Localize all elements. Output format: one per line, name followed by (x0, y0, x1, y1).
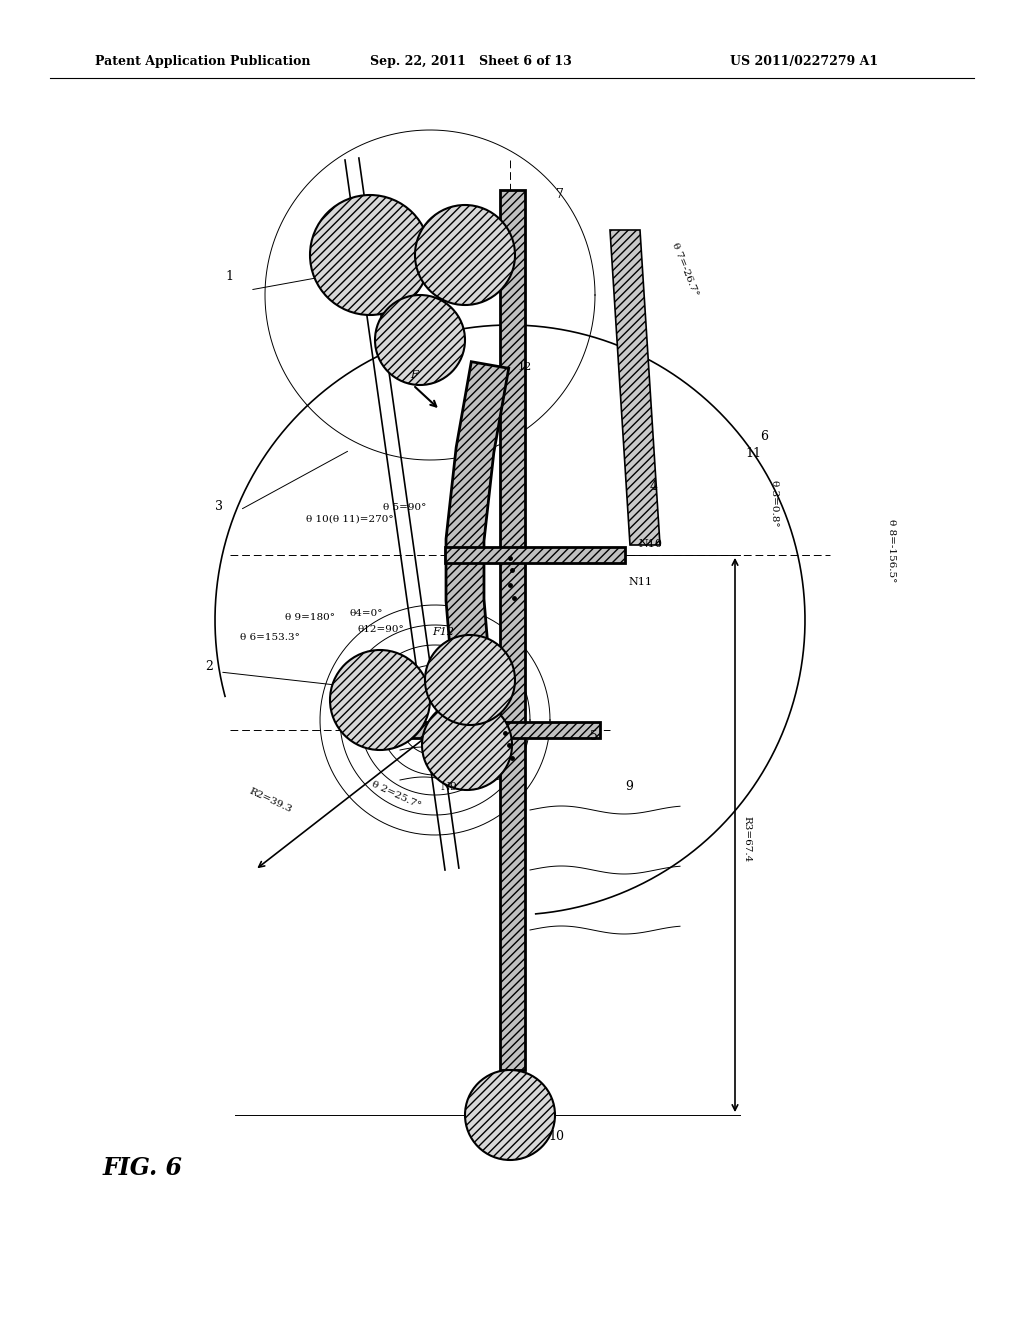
Text: R2=39.3: R2=39.3 (248, 787, 294, 814)
Polygon shape (445, 546, 625, 564)
Text: 4: 4 (650, 480, 658, 492)
Polygon shape (446, 362, 509, 741)
Text: 9: 9 (625, 780, 633, 793)
Circle shape (310, 195, 430, 315)
Text: F: F (410, 370, 418, 380)
Circle shape (425, 635, 515, 725)
Text: N10: N10 (638, 539, 662, 549)
Text: θ 3=0.8°: θ 3=0.8° (770, 480, 779, 527)
Text: 2: 2 (205, 660, 213, 673)
Text: 11: 11 (745, 447, 761, 459)
Polygon shape (350, 722, 600, 738)
Text: θ 5=90°: θ 5=90° (383, 503, 426, 512)
Circle shape (422, 700, 512, 789)
Text: θ 6=153.3°: θ 6=153.3° (240, 634, 300, 642)
Polygon shape (610, 230, 660, 545)
Text: 3: 3 (215, 500, 223, 513)
Text: θ 9=180°: θ 9=180° (285, 612, 335, 622)
Circle shape (330, 649, 430, 750)
Text: Patent Application Publication: Patent Application Publication (95, 55, 310, 69)
Text: F12: F12 (432, 627, 454, 638)
Circle shape (465, 1071, 555, 1160)
Circle shape (375, 294, 465, 385)
Text: 12: 12 (518, 362, 532, 372)
Text: θ4=0°: θ4=0° (350, 609, 384, 618)
Text: Sep. 22, 2011   Sheet 6 of 13: Sep. 22, 2011 Sheet 6 of 13 (370, 55, 571, 69)
Text: R3=67.4: R3=67.4 (742, 816, 751, 862)
Text: θ 7=-26.7°: θ 7=-26.7° (670, 242, 699, 297)
Text: 6: 6 (760, 430, 768, 444)
Text: θ 8=-156.5°: θ 8=-156.5° (887, 519, 896, 582)
Text: N11: N11 (628, 577, 652, 587)
Text: 5: 5 (590, 730, 598, 743)
Circle shape (415, 205, 515, 305)
Text: US 2011/0227279 A1: US 2011/0227279 A1 (730, 55, 879, 69)
Text: N9: N9 (440, 781, 457, 792)
Text: 1: 1 (225, 271, 233, 282)
Text: FIG. 6: FIG. 6 (103, 1156, 183, 1180)
Text: θ12=90°: θ12=90° (358, 624, 404, 634)
Text: θ 10(θ 11)=270°: θ 10(θ 11)=270° (306, 515, 393, 524)
Text: θ 2=25.7°: θ 2=25.7° (370, 779, 422, 810)
Polygon shape (500, 190, 525, 1071)
Text: 10: 10 (548, 1130, 564, 1143)
Text: 7: 7 (556, 187, 564, 201)
